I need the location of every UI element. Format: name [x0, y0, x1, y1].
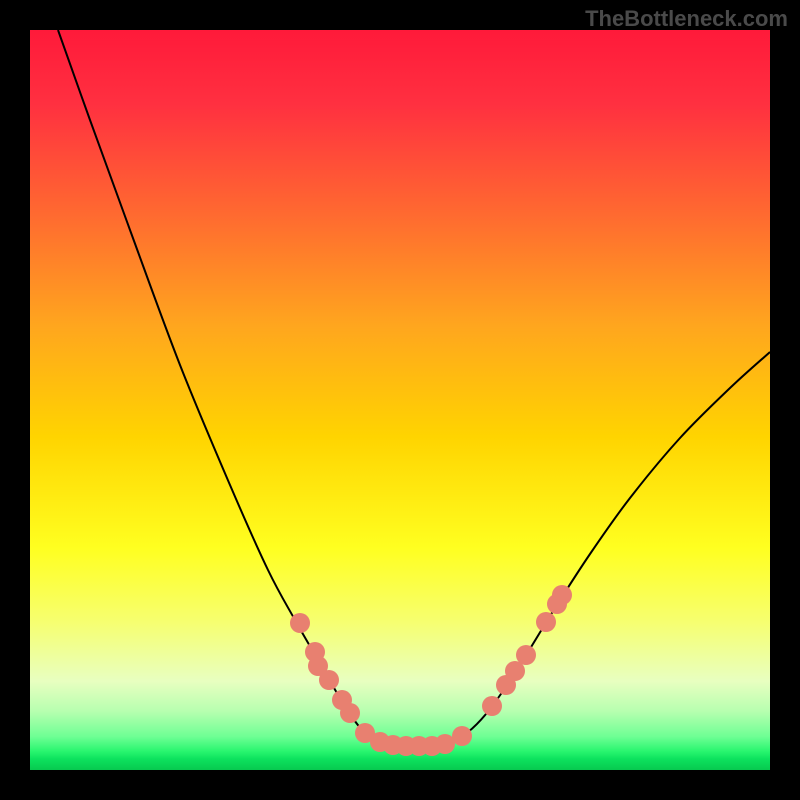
watermark-text: TheBottleneck.com — [585, 6, 788, 32]
marker-point — [290, 613, 310, 633]
marker-point — [552, 585, 572, 605]
gradient-background — [30, 30, 770, 770]
marker-point — [340, 703, 360, 723]
marker-point — [435, 734, 455, 754]
marker-point — [482, 696, 502, 716]
chart-frame: TheBottleneck.com — [0, 0, 800, 800]
marker-point — [536, 612, 556, 632]
marker-point — [319, 670, 339, 690]
chart-svg — [30, 30, 770, 770]
marker-point — [452, 726, 472, 746]
marker-point — [516, 645, 536, 665]
plot-area — [30, 30, 770, 770]
